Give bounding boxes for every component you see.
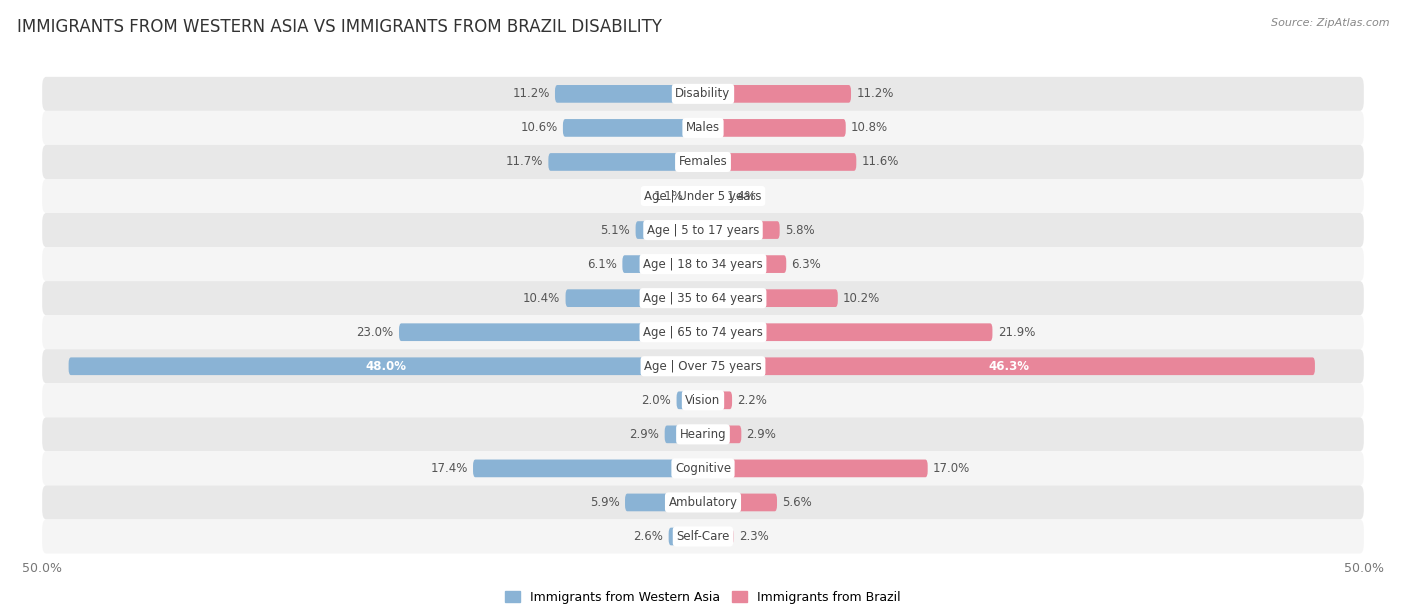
- FancyBboxPatch shape: [626, 494, 703, 511]
- Text: 1.4%: 1.4%: [727, 190, 756, 203]
- FancyBboxPatch shape: [555, 85, 703, 103]
- FancyBboxPatch shape: [623, 255, 703, 273]
- Text: 10.2%: 10.2%: [844, 292, 880, 305]
- Text: 2.9%: 2.9%: [630, 428, 659, 441]
- Text: 5.1%: 5.1%: [600, 223, 630, 237]
- FancyBboxPatch shape: [689, 187, 703, 205]
- FancyBboxPatch shape: [42, 179, 1364, 213]
- Text: Self-Care: Self-Care: [676, 530, 730, 543]
- FancyBboxPatch shape: [703, 289, 838, 307]
- FancyBboxPatch shape: [42, 213, 1364, 247]
- Text: Age | Under 5 years: Age | Under 5 years: [644, 190, 762, 203]
- Text: 10.4%: 10.4%: [523, 292, 560, 305]
- Text: 10.8%: 10.8%: [851, 121, 889, 135]
- Text: 21.9%: 21.9%: [998, 326, 1035, 338]
- FancyBboxPatch shape: [42, 281, 1364, 315]
- Text: Vision: Vision: [685, 394, 721, 407]
- FancyBboxPatch shape: [42, 485, 1364, 520]
- Text: 2.6%: 2.6%: [634, 530, 664, 543]
- Text: 2.0%: 2.0%: [641, 394, 671, 407]
- FancyBboxPatch shape: [42, 315, 1364, 349]
- Text: Age | Over 75 years: Age | Over 75 years: [644, 360, 762, 373]
- Text: 5.9%: 5.9%: [591, 496, 620, 509]
- FancyBboxPatch shape: [703, 187, 721, 205]
- FancyBboxPatch shape: [703, 494, 778, 511]
- Text: 23.0%: 23.0%: [357, 326, 394, 338]
- FancyBboxPatch shape: [669, 528, 703, 545]
- FancyBboxPatch shape: [703, 153, 856, 171]
- FancyBboxPatch shape: [703, 85, 851, 103]
- Text: 10.6%: 10.6%: [520, 121, 558, 135]
- FancyBboxPatch shape: [548, 153, 703, 171]
- FancyBboxPatch shape: [703, 323, 993, 341]
- Text: 2.2%: 2.2%: [737, 394, 768, 407]
- Text: Source: ZipAtlas.com: Source: ZipAtlas.com: [1271, 18, 1389, 28]
- FancyBboxPatch shape: [42, 383, 1364, 417]
- FancyBboxPatch shape: [703, 221, 780, 239]
- FancyBboxPatch shape: [42, 417, 1364, 452]
- FancyBboxPatch shape: [42, 520, 1364, 553]
- Text: Cognitive: Cognitive: [675, 462, 731, 475]
- Text: Disability: Disability: [675, 88, 731, 100]
- FancyBboxPatch shape: [703, 460, 928, 477]
- FancyBboxPatch shape: [703, 425, 741, 443]
- Text: 11.2%: 11.2%: [512, 88, 550, 100]
- Text: 17.0%: 17.0%: [934, 462, 970, 475]
- FancyBboxPatch shape: [703, 255, 786, 273]
- FancyBboxPatch shape: [562, 119, 703, 136]
- FancyBboxPatch shape: [703, 392, 733, 409]
- FancyBboxPatch shape: [42, 145, 1364, 179]
- Text: 11.6%: 11.6%: [862, 155, 898, 168]
- Text: 11.2%: 11.2%: [856, 88, 894, 100]
- FancyBboxPatch shape: [399, 323, 703, 341]
- Text: Hearing: Hearing: [679, 428, 727, 441]
- Text: 46.3%: 46.3%: [988, 360, 1029, 373]
- FancyBboxPatch shape: [42, 247, 1364, 281]
- Text: Age | 35 to 64 years: Age | 35 to 64 years: [643, 292, 763, 305]
- FancyBboxPatch shape: [703, 528, 734, 545]
- Text: Ambulatory: Ambulatory: [668, 496, 738, 509]
- Text: 5.8%: 5.8%: [785, 223, 814, 237]
- FancyBboxPatch shape: [676, 392, 703, 409]
- Text: Males: Males: [686, 121, 720, 135]
- FancyBboxPatch shape: [565, 289, 703, 307]
- Text: 2.3%: 2.3%: [738, 530, 769, 543]
- Text: 48.0%: 48.0%: [366, 360, 406, 373]
- Text: Age | 18 to 34 years: Age | 18 to 34 years: [643, 258, 763, 271]
- Text: 17.4%: 17.4%: [430, 462, 468, 475]
- FancyBboxPatch shape: [42, 77, 1364, 111]
- Text: Age | 5 to 17 years: Age | 5 to 17 years: [647, 223, 759, 237]
- Text: Females: Females: [679, 155, 727, 168]
- FancyBboxPatch shape: [703, 119, 846, 136]
- Text: 1.1%: 1.1%: [654, 190, 683, 203]
- Text: 11.7%: 11.7%: [506, 155, 543, 168]
- FancyBboxPatch shape: [69, 357, 703, 375]
- Text: 5.6%: 5.6%: [782, 496, 813, 509]
- FancyBboxPatch shape: [636, 221, 703, 239]
- FancyBboxPatch shape: [665, 425, 703, 443]
- Text: 6.1%: 6.1%: [588, 258, 617, 271]
- Text: Age | 65 to 74 years: Age | 65 to 74 years: [643, 326, 763, 338]
- FancyBboxPatch shape: [42, 349, 1364, 383]
- FancyBboxPatch shape: [42, 452, 1364, 485]
- FancyBboxPatch shape: [42, 111, 1364, 145]
- Text: IMMIGRANTS FROM WESTERN ASIA VS IMMIGRANTS FROM BRAZIL DISABILITY: IMMIGRANTS FROM WESTERN ASIA VS IMMIGRAN…: [17, 18, 662, 36]
- Text: 6.3%: 6.3%: [792, 258, 821, 271]
- Legend: Immigrants from Western Asia, Immigrants from Brazil: Immigrants from Western Asia, Immigrants…: [501, 586, 905, 609]
- FancyBboxPatch shape: [472, 460, 703, 477]
- Text: 2.9%: 2.9%: [747, 428, 776, 441]
- FancyBboxPatch shape: [703, 357, 1315, 375]
